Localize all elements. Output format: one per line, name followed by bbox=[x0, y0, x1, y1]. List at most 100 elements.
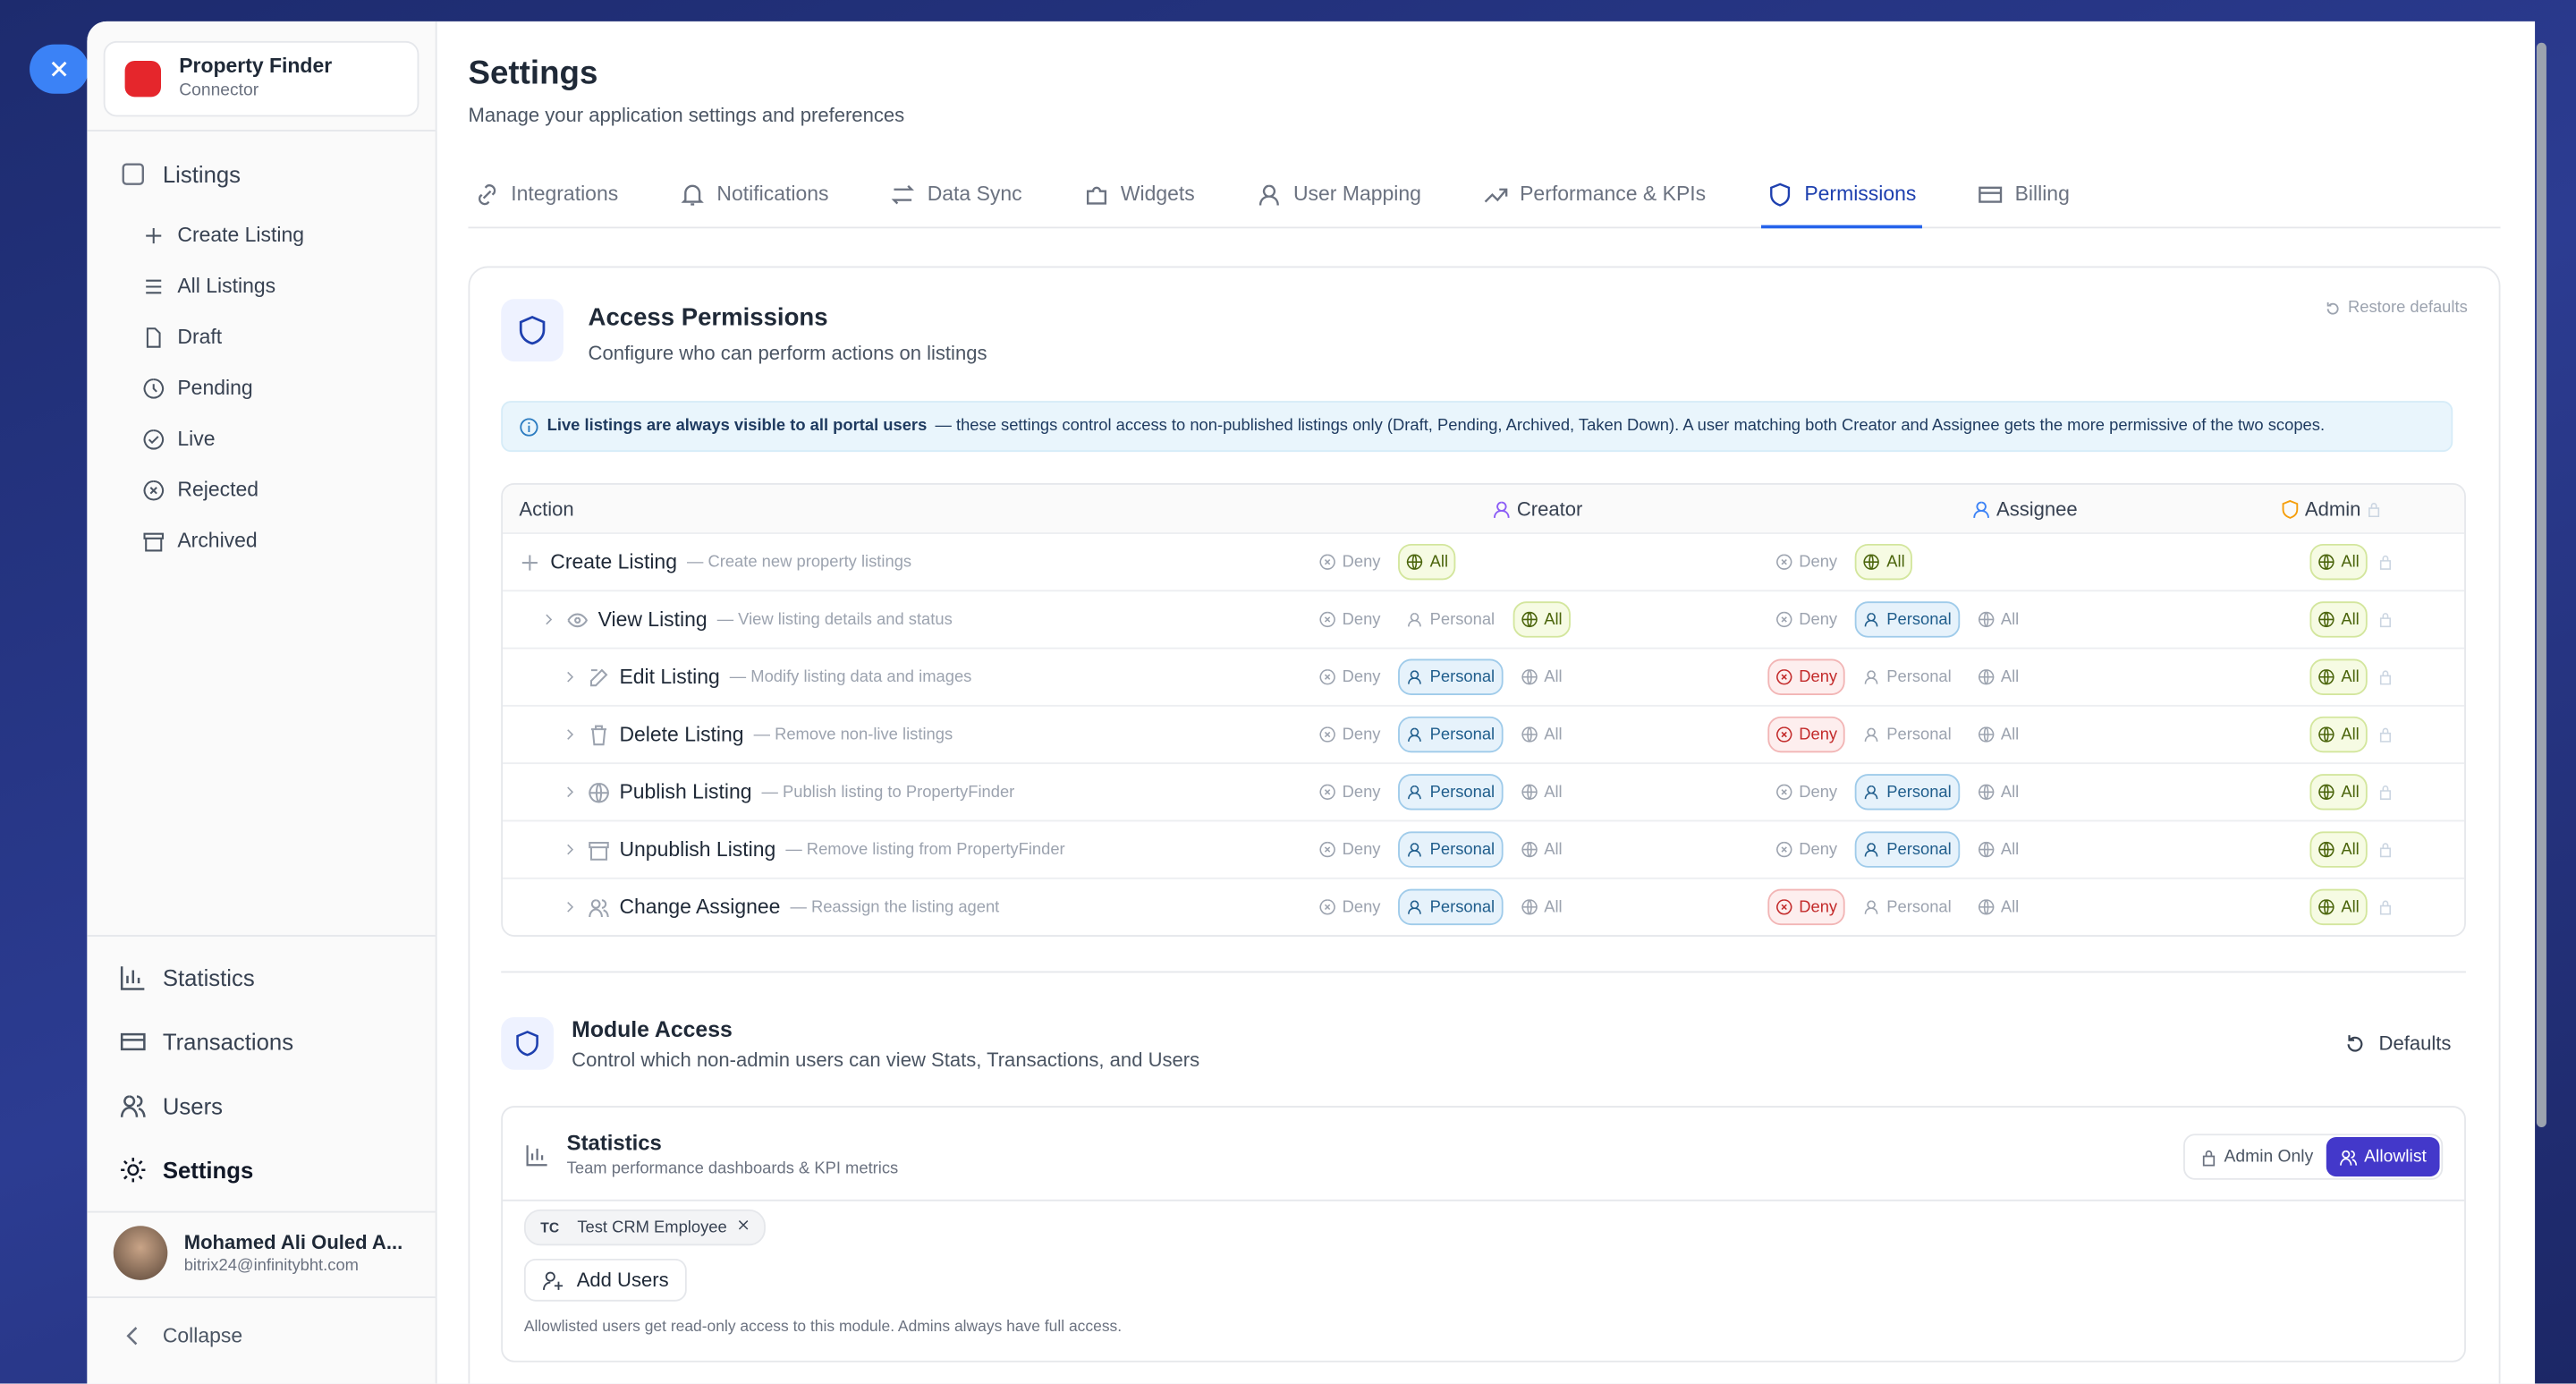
permission-option[interactable]: All bbox=[1513, 659, 1571, 695]
sidebar-nav-item[interactable]: Transactions bbox=[120, 1029, 293, 1055]
permissions-card: Access Permissions Configure who can per… bbox=[468, 266, 2501, 1384]
permission-option[interactable]: Deny bbox=[1311, 717, 1389, 752]
sidebar-item[interactable]: Archived bbox=[143, 524, 258, 557]
permission-option[interactable]: All bbox=[2309, 658, 2368, 695]
tab[interactable]: Widgets bbox=[1078, 161, 1201, 226]
permission-option[interactable]: Deny bbox=[1767, 601, 1845, 637]
toggle-option[interactable]: Admin Only bbox=[2186, 1137, 2326, 1176]
sidebar-item[interactable]: All Listings bbox=[143, 269, 275, 302]
permission-option[interactable]: All bbox=[2309, 888, 2368, 926]
permission-option[interactable]: All bbox=[2309, 831, 2368, 868]
action-cell: View Listing — View listing details and s… bbox=[503, 608, 1292, 631]
permission-option[interactable]: All bbox=[1855, 543, 1913, 581]
add-users-button[interactable]: Add Users bbox=[523, 1258, 687, 1302]
permission-option[interactable]: Deny bbox=[1311, 601, 1389, 637]
permission-option[interactable]: Deny bbox=[1311, 889, 1389, 925]
tab[interactable]: Billing bbox=[1972, 161, 2076, 226]
sidebar-item[interactable]: Create Listing bbox=[143, 218, 304, 251]
sidebar-item[interactable]: Draft bbox=[143, 320, 222, 353]
permission-option[interactable]: Deny bbox=[1767, 716, 1846, 753]
permission-option[interactable]: All bbox=[1513, 601, 1571, 638]
column-header-label: Assignee bbox=[1996, 497, 2078, 521]
table-header: Action Creator Assignee Admin bbox=[503, 484, 2465, 533]
permission-option[interactable]: All bbox=[1513, 831, 1571, 867]
tab-label: User Mapping bbox=[1292, 182, 1421, 206]
permission-option[interactable]: Personal bbox=[1398, 831, 1504, 868]
tab[interactable]: Integrations bbox=[468, 161, 624, 226]
permission-option[interactable]: Personal bbox=[1398, 774, 1504, 811]
permission-option[interactable]: Deny bbox=[1767, 544, 1845, 580]
permission-option[interactable]: Deny bbox=[1311, 659, 1389, 695]
option-label: Deny bbox=[1799, 610, 1838, 629]
permission-option[interactable]: All bbox=[1970, 717, 2028, 752]
toggle-option[interactable]: Allowlist bbox=[2326, 1137, 2440, 1177]
permission-option[interactable]: Deny bbox=[1311, 774, 1389, 810]
sidebar-nav-item[interactable]: Users bbox=[120, 1092, 223, 1119]
app-subtitle: Connector bbox=[179, 81, 259, 101]
permission-option[interactable]: All bbox=[1398, 543, 1457, 581]
permission-row: Delete Listing — Remove non-live listings… bbox=[503, 704, 2465, 762]
admin-cell: All bbox=[2293, 716, 2464, 753]
sidebar-item[interactable]: Pending bbox=[143, 371, 253, 404]
permission-option[interactable]: All bbox=[2309, 716, 2368, 753]
tab[interactable]: Data Sync bbox=[885, 161, 1029, 226]
restore-defaults[interactable]: Restore defaults bbox=[2325, 299, 2468, 317]
tab[interactable]: Permissions bbox=[1761, 161, 1923, 229]
permission-option[interactable]: All bbox=[1970, 831, 2028, 867]
permission-option[interactable]: All bbox=[1970, 659, 2028, 695]
permission-option[interactable]: Personal bbox=[1398, 658, 1504, 695]
assignee-cell: Deny Personal All bbox=[1767, 601, 2293, 638]
permission-option[interactable]: All bbox=[1513, 889, 1571, 925]
permission-option[interactable]: Personal bbox=[1855, 659, 1960, 695]
module-subtitle: Control which non-admin users can view S… bbox=[572, 1048, 1200, 1072]
permission-option[interactable]: All bbox=[1513, 774, 1571, 810]
permission-option[interactable]: All bbox=[1970, 889, 2028, 925]
defaults-button[interactable]: Defaults bbox=[2344, 1032, 2451, 1055]
sidebar-nav-item[interactable]: Settings bbox=[120, 1157, 253, 1183]
access-toggle: Admin Only Allowlist bbox=[2182, 1134, 2444, 1180]
permission-option[interactable]: Deny bbox=[1767, 831, 1845, 867]
option-label: Personal bbox=[1886, 897, 1952, 916]
tab[interactable]: User Mapping bbox=[1250, 161, 1428, 226]
chip-remove[interactable] bbox=[737, 1218, 752, 1237]
chip-list: TC Test CRM Employee bbox=[523, 1209, 767, 1246]
option-label: Deny bbox=[1342, 553, 1381, 572]
permission-option[interactable]: Personal bbox=[1855, 774, 1960, 811]
sidebar-item-label: Draft bbox=[177, 325, 223, 349]
permission-option[interactable]: All bbox=[1970, 601, 2028, 637]
permission-option[interactable]: Deny bbox=[1311, 544, 1389, 580]
tab[interactable]: Performance & KPIs bbox=[1477, 161, 1712, 226]
option-label: Deny bbox=[1342, 840, 1381, 859]
permission-option[interactable]: Personal bbox=[1855, 601, 1960, 638]
permission-option[interactable]: All bbox=[1513, 717, 1571, 752]
card-subtitle: Team performance dashboards & KPI metric… bbox=[566, 1159, 899, 1178]
option-label: Personal bbox=[1886, 610, 1952, 629]
close-button[interactable] bbox=[30, 44, 89, 94]
creator-cell: Deny Personal All bbox=[1292, 831, 1768, 868]
permission-option[interactable]: Personal bbox=[1855, 831, 1960, 868]
sidebar-item[interactable]: Rejected bbox=[143, 473, 258, 506]
option-label: All bbox=[1429, 553, 1449, 572]
tab[interactable]: Notifications bbox=[674, 161, 835, 226]
collapse-button[interactable]: Collapse bbox=[120, 1323, 242, 1349]
divider bbox=[501, 971, 2466, 973]
divider bbox=[87, 1296, 436, 1299]
permission-option[interactable]: All bbox=[1970, 774, 2028, 810]
permission-option[interactable]: All bbox=[2309, 601, 2368, 638]
permission-option[interactable]: Personal bbox=[1399, 601, 1504, 637]
permission-option[interactable]: All bbox=[2309, 543, 2368, 581]
sidebar-item-label: Archived bbox=[177, 529, 258, 553]
permission-option[interactable]: Personal bbox=[1398, 716, 1504, 753]
permission-option[interactable]: Deny bbox=[1767, 888, 1846, 926]
permission-option[interactable]: Deny bbox=[1767, 658, 1846, 695]
sidebar-item-label: Rejected bbox=[177, 478, 258, 502]
sidebar-nav-item[interactable]: Statistics bbox=[120, 964, 255, 991]
sidebar-nav-label: Users bbox=[162, 1092, 223, 1119]
permission-option[interactable]: Personal bbox=[1855, 889, 1960, 925]
permission-option[interactable]: Personal bbox=[1855, 717, 1960, 752]
permission-option[interactable]: All bbox=[2309, 774, 2368, 811]
permission-option[interactable]: Personal bbox=[1398, 888, 1504, 926]
permission-option[interactable]: Deny bbox=[1311, 831, 1389, 867]
sidebar-item[interactable]: Live bbox=[143, 422, 215, 455]
permission-option[interactable]: Deny bbox=[1767, 774, 1845, 810]
